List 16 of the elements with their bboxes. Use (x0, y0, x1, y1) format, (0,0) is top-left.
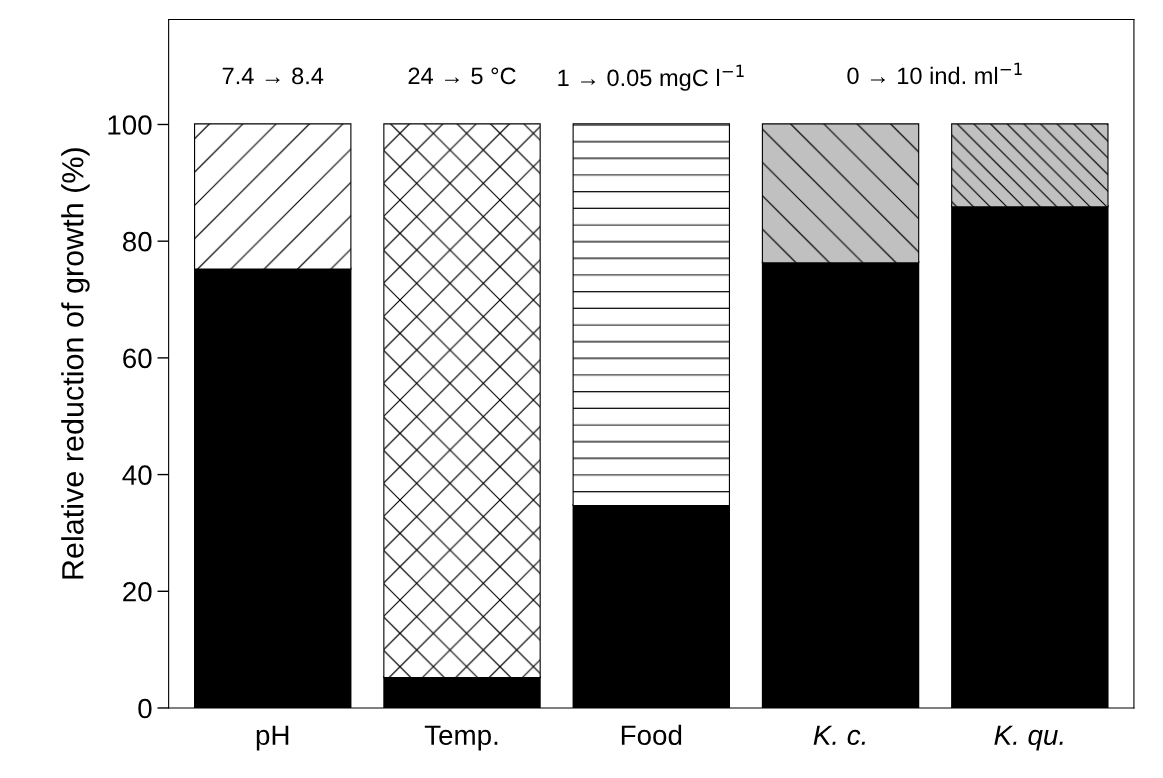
y-tick-label: 40 (122, 465, 152, 485)
y-tick-label: 80 (122, 231, 152, 252)
y-axis-title: Relative reduction of growth (%) (61, 148, 90, 579)
y-tick-label: 60 (123, 348, 152, 369)
annotation: 1 → 0.05 mgC l$^{−1}$ (558, 64, 744, 91)
x-tick-label: pH (256, 725, 289, 751)
y-tick-label: 20 (123, 581, 152, 602)
x-tick-label: Temp. (424, 725, 498, 751)
annotation: 24 → 5 °C (408, 67, 516, 85)
annotation: 0 → 10 ind. ml$^{−1}$ (847, 62, 1022, 85)
y-tick-label: 0 (138, 698, 152, 719)
x-tick-label: K. c. (813, 725, 865, 746)
annotation: 7.4 → 8.4 (222, 67, 324, 85)
x-tick-label: Food (621, 724, 682, 746)
x-tick-label: K. qu. (994, 725, 1063, 751)
y-tick-label: 100 (108, 115, 152, 135)
